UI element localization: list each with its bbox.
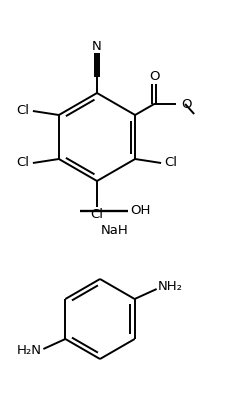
Text: Cl: Cl — [90, 208, 104, 221]
Text: Cl: Cl — [16, 105, 29, 118]
Text: N: N — [92, 39, 102, 53]
Text: Cl: Cl — [165, 157, 178, 169]
Text: H₂N: H₂N — [17, 344, 42, 357]
Text: O: O — [181, 98, 192, 110]
Text: NaH: NaH — [101, 223, 129, 236]
Text: Cl: Cl — [16, 157, 29, 169]
Text: O: O — [149, 70, 159, 83]
Text: OH: OH — [130, 204, 150, 217]
Text: NH₂: NH₂ — [158, 280, 183, 293]
